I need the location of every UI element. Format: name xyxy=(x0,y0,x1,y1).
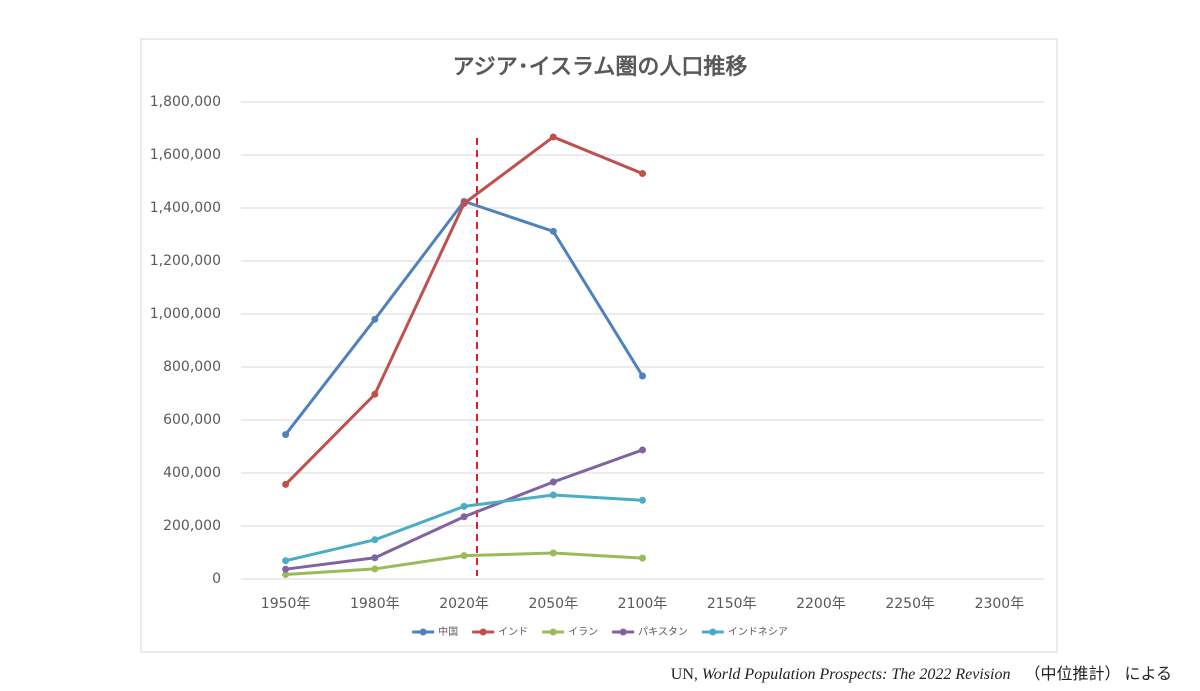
data-point xyxy=(282,557,290,565)
data-point xyxy=(371,390,379,398)
data-point xyxy=(460,502,468,510)
data-point xyxy=(639,554,646,562)
source: UN, World Population Prospects: The 2022… xyxy=(671,665,1172,683)
x-tick-label: 1980年 xyxy=(350,596,400,612)
y-tick-label: 1,600,000 xyxy=(150,147,221,163)
chart-title: アジア･イスラム圏の人口推移 xyxy=(453,54,748,80)
y-tick-label: 400,000 xyxy=(163,465,221,481)
x-tick-label: 2250年 xyxy=(885,596,935,612)
x-tick-label: 2100年 xyxy=(618,596,668,612)
legend-label: インド xyxy=(498,627,528,638)
x-tick-label: 2020年 xyxy=(439,596,489,612)
data-point xyxy=(549,478,557,486)
data-point xyxy=(549,133,557,141)
data-point xyxy=(549,491,557,499)
legend-marker xyxy=(709,628,717,636)
data-point xyxy=(460,199,468,207)
data-point xyxy=(282,480,290,488)
legend-marker xyxy=(549,628,557,636)
data-point xyxy=(371,315,379,323)
data-point xyxy=(371,554,379,562)
data-point xyxy=(639,496,646,504)
legend-marker xyxy=(479,628,487,636)
data-point xyxy=(639,170,646,178)
source-prefix: UN, xyxy=(671,666,702,683)
legend-label: インドネシア xyxy=(728,626,788,638)
data-point xyxy=(460,552,468,560)
legend-label: イラン xyxy=(568,626,598,638)
legend-label: パキスタン xyxy=(638,626,688,638)
y-tick-label: 200,000 xyxy=(163,518,221,534)
data-point xyxy=(549,549,557,557)
y-tick-label: 600,000 xyxy=(163,412,221,428)
x-tick-label: 2150年 xyxy=(707,596,757,612)
data-point xyxy=(282,565,290,573)
source-title: World Population Prospects: The 2022 Rev… xyxy=(702,666,1011,683)
x-tick-label: 2050年 xyxy=(528,596,578,612)
y-tick-label: 1,200,000 xyxy=(150,253,221,269)
data-point xyxy=(371,536,379,544)
data-point xyxy=(639,372,646,380)
data-point xyxy=(282,431,290,439)
chart-frame xyxy=(140,38,1058,653)
source-suffix: （中位推計） による xyxy=(1024,665,1172,683)
x-tick-label: 1950年 xyxy=(261,596,311,612)
y-tick-label: 1,800,000 xyxy=(150,94,221,110)
legend-marker xyxy=(419,628,427,636)
y-tick-label: 1,000,000 xyxy=(150,306,221,322)
data-point xyxy=(639,446,646,454)
data-point xyxy=(549,227,557,235)
data-point xyxy=(460,513,468,521)
data-point xyxy=(282,570,290,578)
x-tick-label: 2200年 xyxy=(796,596,846,612)
legend-marker xyxy=(619,628,627,636)
y-tick-label: 1,400,000 xyxy=(150,200,221,216)
y-tick-label: 0 xyxy=(212,571,221,587)
x-tick-label: 2300年 xyxy=(975,596,1025,612)
legend-label: 中国 xyxy=(438,625,458,638)
data-point xyxy=(371,565,379,573)
y-tick-label: 800,000 xyxy=(163,359,221,375)
